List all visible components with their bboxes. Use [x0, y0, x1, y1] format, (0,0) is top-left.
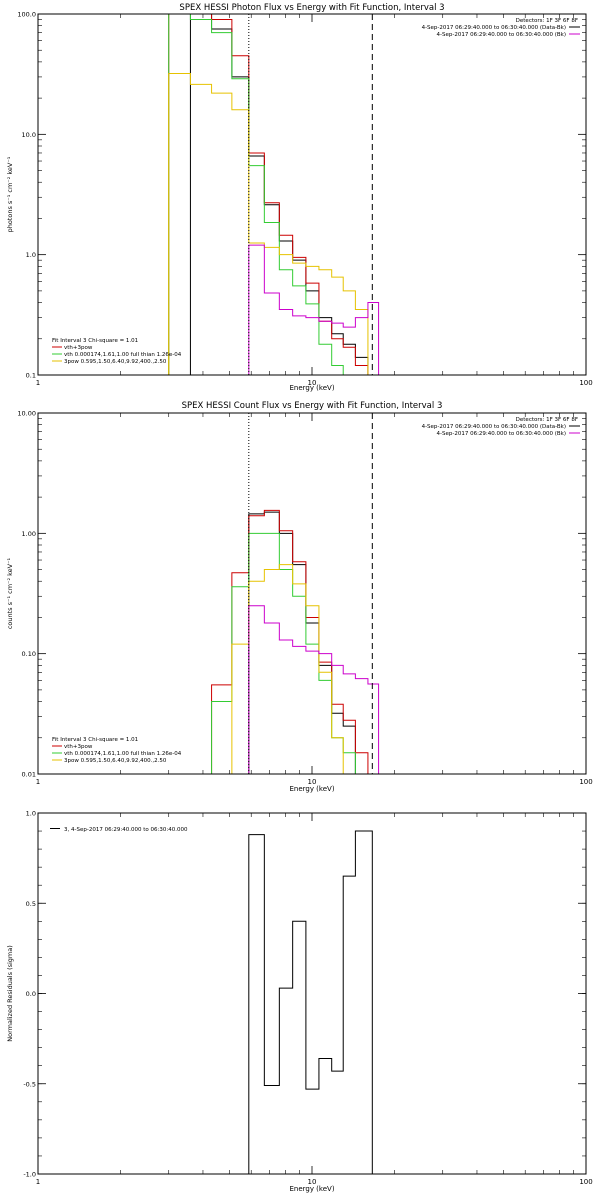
y-axis-label: counts s⁻¹ cm⁻² keV⁻¹: [6, 557, 14, 629]
panel-2: SPEX HESSI Count Flux vs Energy with Fit…: [6, 401, 593, 793]
panel-3: Energy (keV) Normalized Residuals (sigma)…: [6, 810, 593, 1194]
panel-1: SPEX HESSI Photon Flux vs Energy with Fi…: [6, 3, 593, 392]
x-tick-label: 100: [579, 379, 592, 387]
plot-frame: [37, 412, 587, 775]
legend-entry-label: 3pow 0.595,1.50,6.40,9.92,400.,2.50: [64, 359, 167, 365]
series-0-line: [248, 511, 356, 774]
chart-title: SPEX HESSI Photon Flux vs Energy with Fi…: [179, 3, 444, 13]
legend-entry-label: vth+3pow: [64, 345, 93, 351]
chart-title: SPEX HESSI Count Flux vs Energy with Fit…: [182, 401, 443, 411]
y-tick-label: 0.1: [26, 372, 36, 380]
y-tick-label: 0.5: [26, 900, 36, 908]
y-tick-label: 10.0: [22, 131, 36, 139]
series-4-line: [248, 605, 380, 774]
y-tick-label: 0.10: [22, 650, 36, 658]
series-3-line: [211, 564, 356, 774]
legend-right-line: Detectors: 1F 3F 6F 8F: [516, 417, 578, 423]
x-tick-label: 10: [308, 1178, 317, 1186]
plot-frame: [37, 13, 587, 376]
x-tick-label: 100: [579, 1178, 592, 1186]
legend-right-line: 4-Sep-2017 06:29:40.000 to 06:30:40.000 …: [422, 25, 566, 31]
y-tick-label: 100.0: [17, 11, 36, 19]
x-tick-label: 10: [308, 778, 317, 786]
y-tick-label: 1.0: [26, 810, 36, 818]
legend-right-line: 4-Sep-2017 06:29:40.000 to 06:30:40.000 …: [437, 32, 567, 38]
x-tick-label: 10: [308, 379, 317, 387]
legend-right-line: 4-Sep-2017 06:29:40.000 to 06:30:40.000 …: [437, 431, 567, 437]
x-tick-label: 1: [36, 778, 40, 786]
legend-entry-label: vth 0.000174,1.61,1.00 full thian 1.26e-…: [64, 352, 182, 358]
y-axis-label: Normalized Residuals (sigma): [6, 945, 14, 1042]
y-tick-label: 0.01: [22, 771, 36, 779]
series-2-line: [168, 14, 368, 375]
y-axis-label: photons s⁻¹ cm⁻² keV⁻¹: [6, 156, 14, 232]
legend-entry-label: 3pow 0.595,1.50,6.40,9.92,400.,2.50: [64, 758, 167, 764]
legend-entry-label: 3, 4-Sep-2017 06:29:40.000 to 06:30:40.0…: [64, 827, 188, 833]
series-0-line: [248, 830, 373, 1174]
x-tick-label: 1: [36, 1178, 40, 1186]
x-axis-label: Energy (keV): [289, 785, 334, 793]
series-3-line: [168, 73, 369, 375]
legend-heading: Fit Interval 3 Chi-square = 1.01: [52, 737, 138, 743]
data-layer: [211, 413, 380, 774]
y-tick-label: -0.5: [23, 1080, 36, 1088]
y-tick-label: 1.00: [22, 530, 36, 538]
y-tick-label: 1.0: [26, 251, 36, 259]
legend-right-line: 4-Sep-2017 06:29:40.000 to 06:30:40.000 …: [422, 424, 566, 430]
y-tick-label: 10.00: [17, 410, 36, 418]
x-axis-label: Energy (keV): [289, 1185, 334, 1193]
data-layer: [168, 14, 380, 375]
x-tick-label: 1: [36, 379, 40, 387]
series-4-line: [248, 244, 380, 375]
x-tick-label: 100: [579, 778, 592, 786]
series-1-line: [168, 14, 369, 375]
x-axis-label: Energy (keV): [289, 384, 334, 392]
legend-entry-label: vth 0.000174,1.61,1.00 full thian 1.26e-…: [64, 751, 182, 757]
y-tick-label: 0.0: [26, 990, 36, 998]
series-1-line: [211, 509, 369, 774]
legend-heading: Fit Interval 3 Chi-square = 1.01: [52, 338, 138, 344]
plot-frame: [37, 812, 587, 1175]
data-layer: [248, 830, 373, 1174]
y-tick-label: -1.0: [23, 1171, 36, 1179]
legend-right-line: Detectors: 1F 3F 6F 8F: [516, 18, 578, 24]
legend-entry-label: vth+3pow: [64, 744, 93, 750]
series-0-line: [189, 14, 369, 375]
